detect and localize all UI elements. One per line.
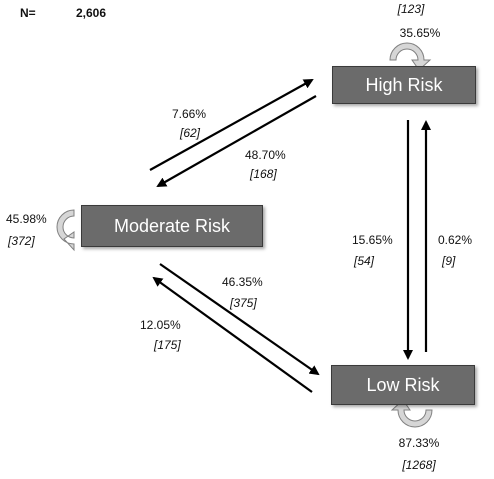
arrow-moderate-to-high: [149, 79, 314, 171]
low-to-moderate-percent: 12.05%: [140, 318, 181, 332]
arrow-high-to-moderate: [156, 95, 317, 187]
moderate-to-low-percent: 46.35%: [222, 275, 263, 289]
node-low-risk: Low Risk: [331, 365, 475, 405]
high-to-moderate-count: [168]: [250, 167, 277, 181]
self-loop-moderate-percent: 45.98%: [6, 212, 47, 226]
total-label: N=: [20, 6, 36, 20]
self-loop-high-count: [123]: [397, 2, 425, 16]
self-loop-high-percent: 35.65%: [399, 26, 441, 40]
moderate-to-high-count: [62]: [180, 126, 201, 140]
self-loop-low-icon: [390, 399, 433, 428]
high-to-low-percent: 15.65%: [352, 233, 393, 247]
self-loop-low-percent: 87.33%: [398, 436, 440, 450]
low-to-moderate-count: [175]: [154, 338, 181, 352]
self-loop-low-count: [1268]: [402, 458, 436, 472]
high-to-low-count: [54]: [354, 254, 375, 268]
arrow-low-to-moderate: [152, 276, 313, 393]
moderate-to-low-count: [375]: [230, 296, 257, 310]
high-to-moderate-percent: 48.70%: [245, 148, 286, 162]
self-loop-high-icon: [389, 42, 432, 71]
arrow-moderate-to-low: [159, 263, 320, 376]
low-to-high-percent: 0.62%: [438, 233, 473, 247]
total-value: 2,606: [76, 6, 107, 20]
node-moderate-risk: Moderate Risk: [81, 205, 263, 247]
self-loop-moderate-count: [372]: [8, 234, 35, 248]
moderate-to-high-percent: 7.66%: [171, 107, 206, 121]
self-loop-moderate-icon: [56, 209, 75, 252]
low-to-high-count: [9]: [442, 254, 456, 268]
node-high-risk: High Risk: [332, 66, 476, 104]
